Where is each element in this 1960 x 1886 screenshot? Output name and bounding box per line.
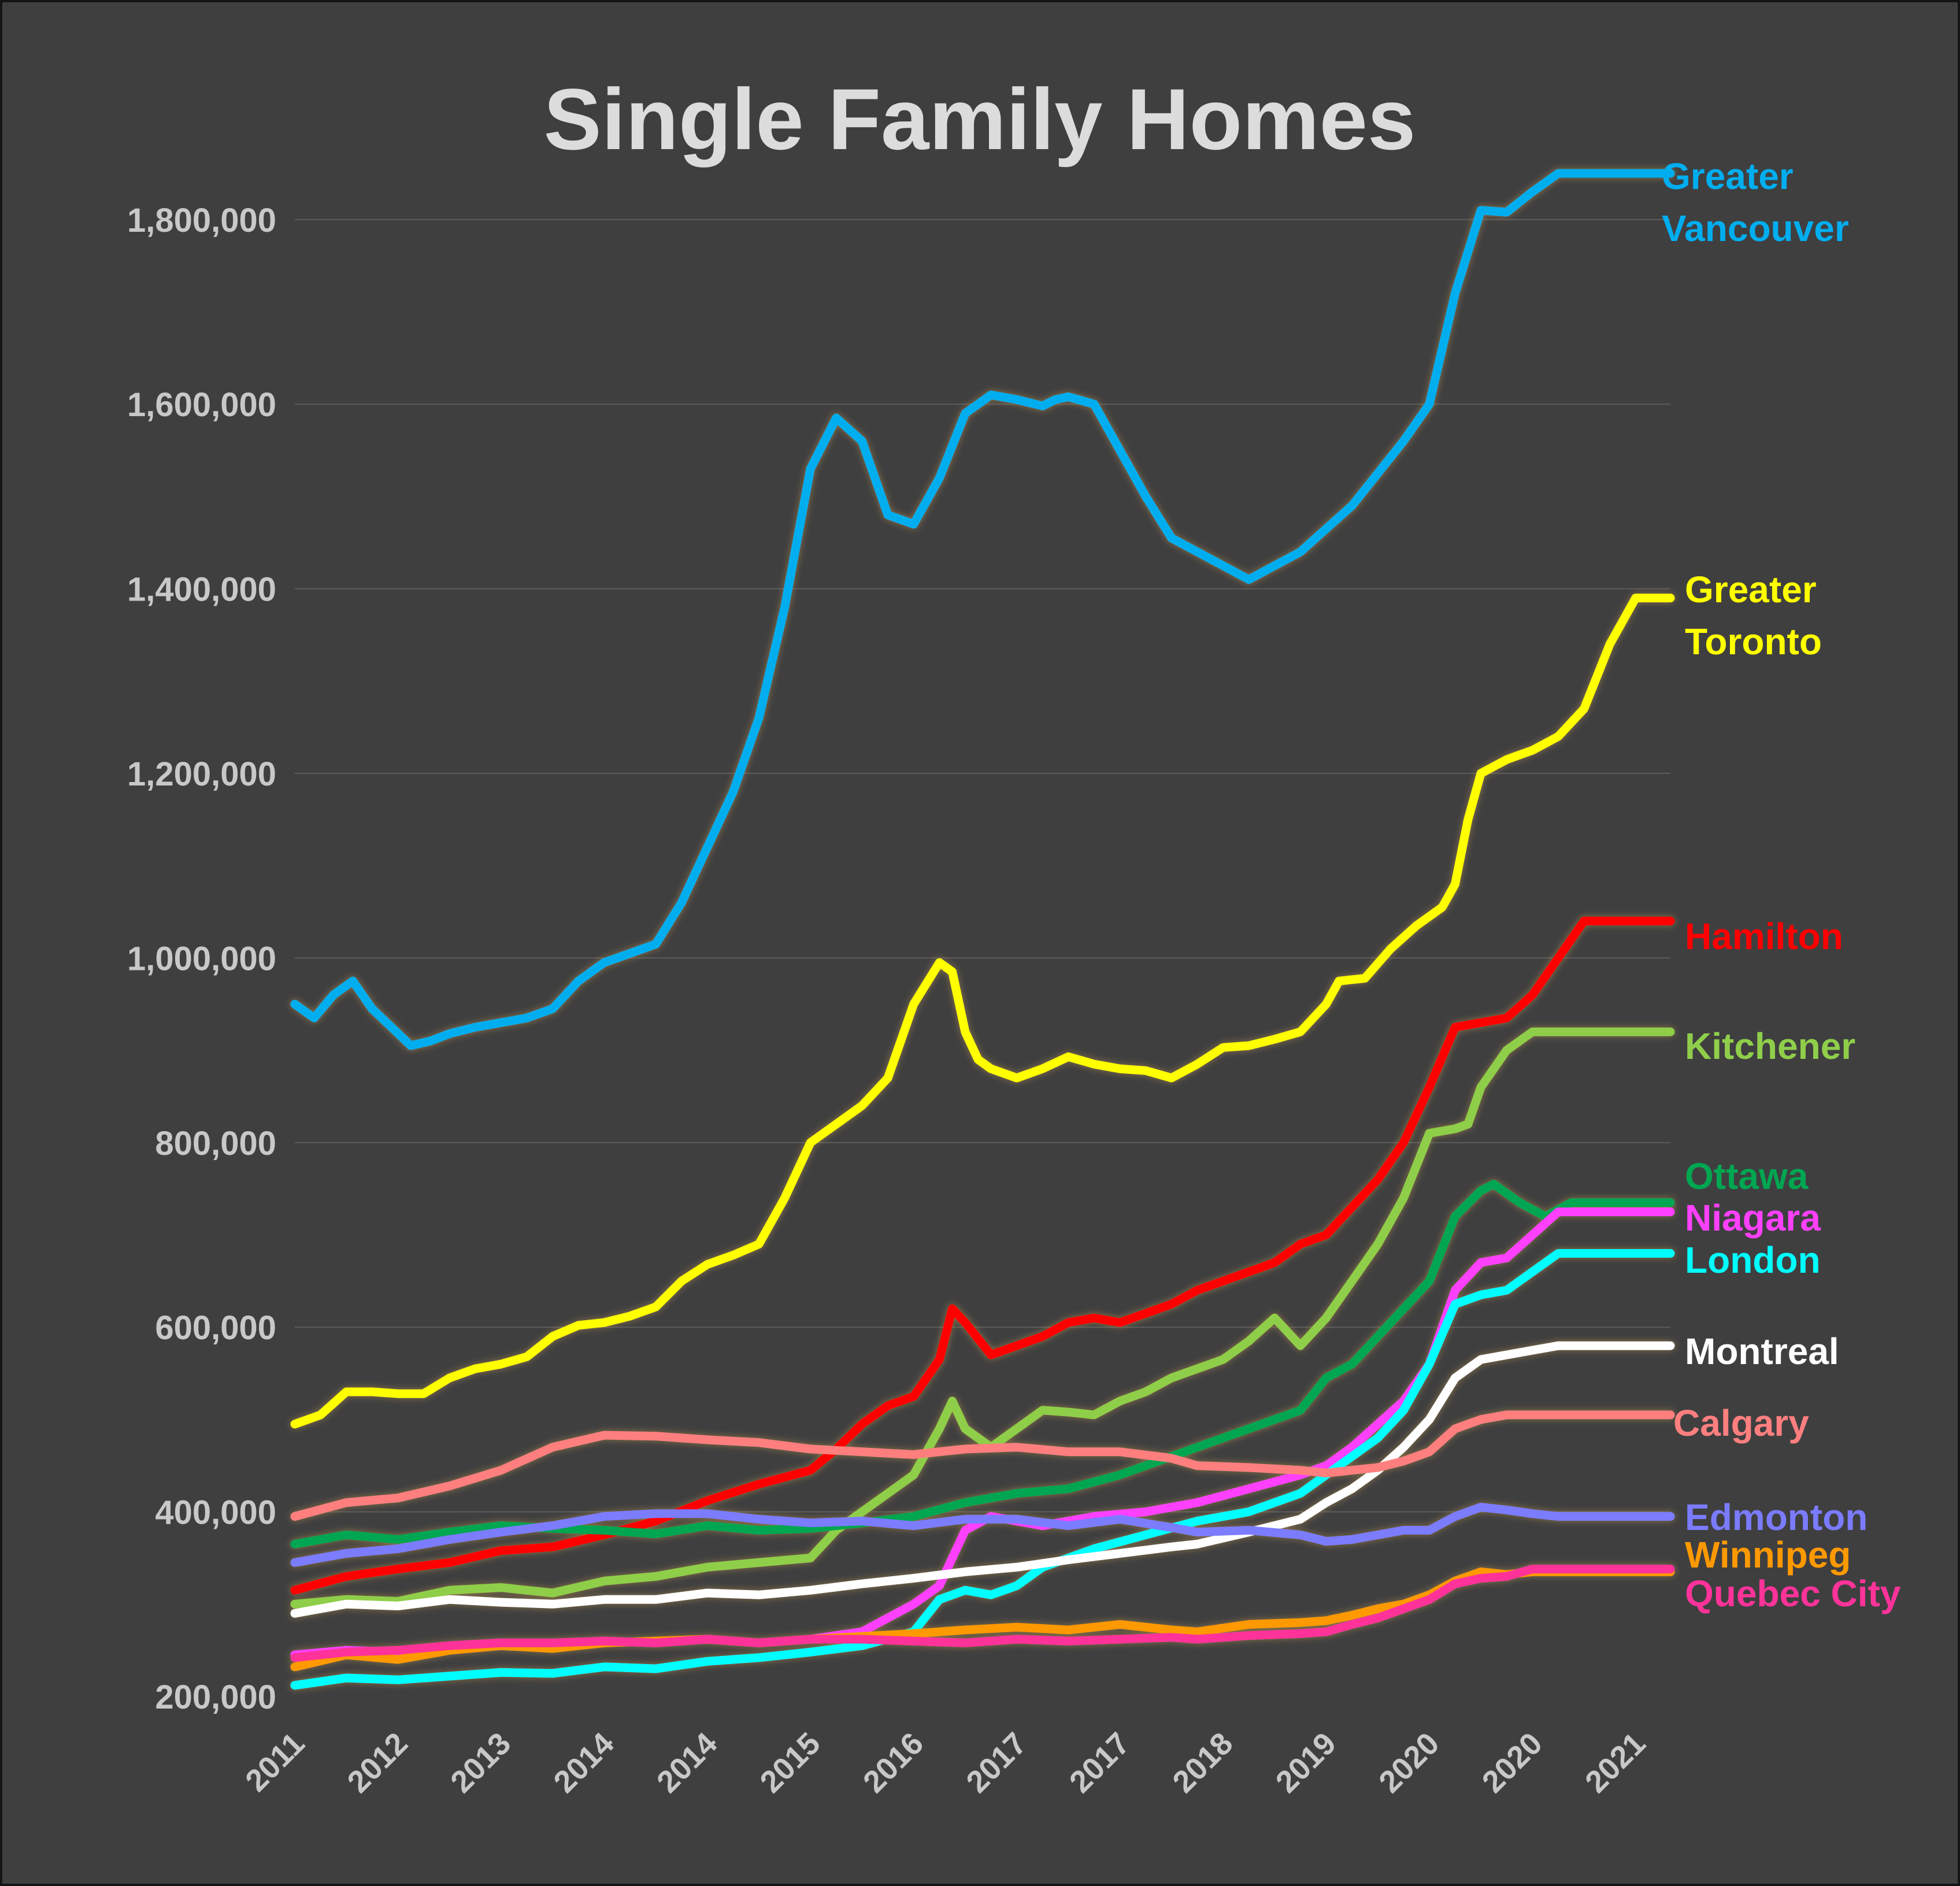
series-label-winnipeg: Winnipeg: [1685, 1534, 1851, 1576]
series-label-hamilton: Hamilton: [1685, 916, 1843, 957]
x-tick-label: 2020: [1372, 1726, 1446, 1799]
series-lines: [290, 169, 1675, 1690]
y-tick-label: 400,000: [155, 1494, 276, 1532]
gridlines: [295, 218, 1670, 1513]
y-tick-label: 200,000: [155, 1678, 276, 1716]
y-tick-label: 1,800,000: [127, 202, 276, 239]
series-label-greater-vancouver: Vancouver: [1662, 208, 1849, 249]
x-tick-label: 2016: [857, 1726, 930, 1799]
y-tick-label: 1,600,000: [127, 386, 276, 424]
x-tick-label: 2021: [1579, 1726, 1652, 1799]
x-tick-label: 2012: [341, 1726, 414, 1799]
series-label-montreal: Montreal: [1685, 1331, 1839, 1372]
x-tick-label: 2013: [444, 1726, 517, 1799]
series-line-calgary: [290, 1410, 1675, 1521]
y-tick-label: 1,000,000: [127, 940, 276, 977]
series-label-quebec-city: Quebec City: [1685, 1573, 1901, 1614]
series-line-greater-toronto: [290, 594, 1675, 1429]
series-label-edmonton: Edmonton: [1685, 1496, 1868, 1538]
y-tick-label: 1,200,000: [127, 755, 276, 793]
y-tick-label: 1,400,000: [127, 571, 276, 609]
chart-title: Single Family Homes: [544, 71, 1416, 168]
series-line-ottawa: [290, 1180, 1675, 1548]
y-tick-label: 600,000: [155, 1309, 276, 1347]
series-label-greater-toronto: Toronto: [1685, 621, 1822, 662]
series-label-ottawa: Ottawa: [1685, 1155, 1809, 1197]
series-label-greater-vancouver: Greater: [1662, 155, 1794, 197]
y-axis: 200,000 400,000 600,000 800,000 1,000,000 1,2…: [127, 202, 276, 1716]
series-label-greater-toronto: Greater: [1685, 569, 1817, 610]
series-line-london: [290, 1249, 1675, 1690]
x-tick-label: 2017: [1063, 1726, 1136, 1799]
x-tick-label: 2015: [753, 1726, 827, 1799]
series-labels: Greater Vancouver Greater Toronto Hamilton Ki…: [1662, 155, 1901, 1614]
x-tick-label: 2014: [650, 1726, 724, 1799]
x-tick-label: 2020: [1476, 1726, 1549, 1799]
series-label-niagara: Niagara: [1685, 1197, 1821, 1239]
x-tick-label: 2014: [547, 1726, 620, 1799]
series-line-montreal: [290, 1341, 1675, 1618]
series-line-greater-vancouver: [290, 169, 1675, 1050]
series-label-kitchener: Kitchener: [1685, 1025, 1855, 1067]
x-tick-label: 2017: [959, 1726, 1033, 1799]
x-tick-label: 2018: [1166, 1726, 1239, 1799]
x-tick-label: 2019: [1269, 1726, 1343, 1799]
x-tick-label: 2011: [239, 1726, 311, 1798]
series-line-quebec-city: [290, 1565, 1675, 1662]
series-label-london: London: [1685, 1239, 1821, 1281]
series-line-kitchener: [290, 1027, 1675, 1609]
series-line-edmonton: [290, 1503, 1675, 1567]
series-label-calgary: Calgary: [1673, 1402, 1809, 1444]
x-axis: 2011 2012 2013 2014 2014 2015 2016 2017 2017 2018…: [239, 1726, 1652, 1799]
y-tick-label: 800,000: [155, 1125, 276, 1162]
